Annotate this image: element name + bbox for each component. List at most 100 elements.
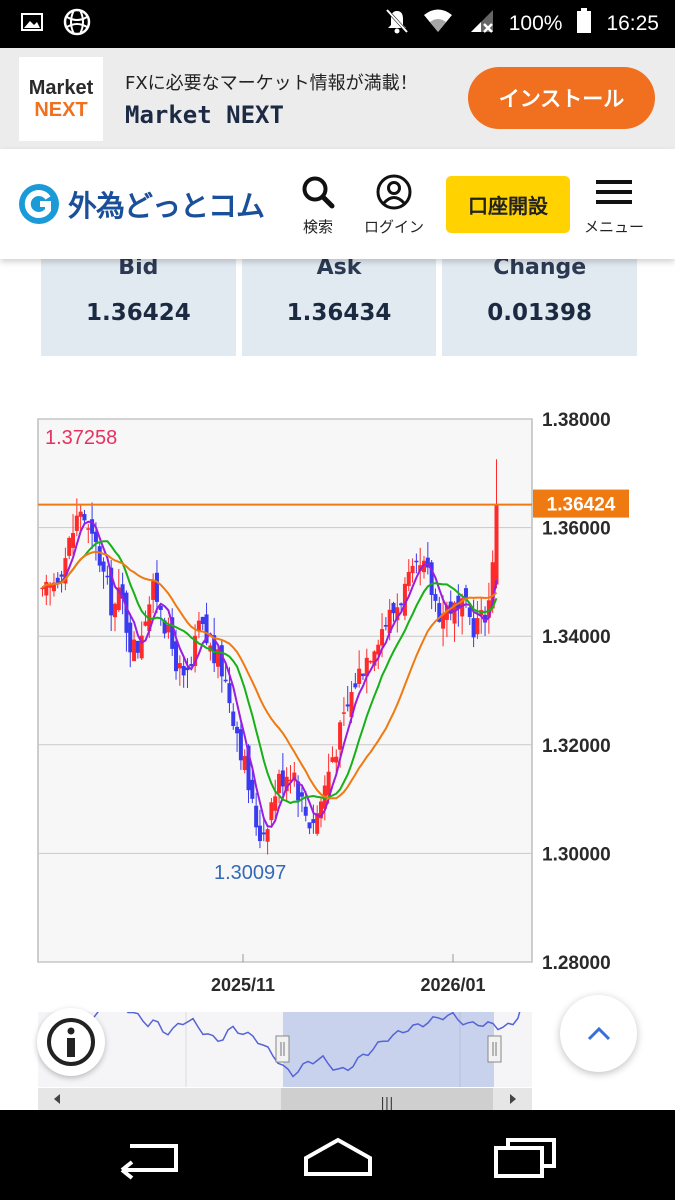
candle-up (494, 504, 499, 585)
user-icon (376, 174, 412, 210)
info-button[interactable] (37, 1008, 105, 1076)
candle-down (162, 620, 167, 634)
candle-down (353, 683, 358, 688)
ask-label: Ask (316, 255, 362, 280)
candle-up (71, 533, 76, 548)
candle-down (185, 667, 190, 671)
clock: 16:25 (606, 12, 659, 35)
quote-panel: Bid 1.36424 Ask 1.36434 Change 0.01398 (41, 255, 638, 356)
candle-down (120, 584, 125, 599)
candle-up (368, 660, 373, 663)
scrollbar-grip: ||| (380, 1096, 393, 1110)
ask-tile: Ask 1.36434 (241, 255, 437, 356)
candle-down (238, 729, 243, 761)
ad-text: FXに必要なマーケット情報が満載！ Market NEXT (125, 69, 418, 129)
candle-up (139, 635, 144, 659)
search-button[interactable]: 検索 (300, 174, 336, 237)
candle-down (128, 622, 133, 653)
candle-up (341, 712, 346, 714)
current-price-value: 1.36424 (547, 495, 616, 516)
site-logo[interactable]: 外為どっとコム (18, 183, 265, 225)
candle-up (78, 511, 83, 517)
candle-down (303, 806, 308, 816)
candle-down (345, 704, 350, 707)
hamburger-icon (596, 180, 632, 204)
candle-down (223, 679, 228, 682)
moving-average-mid (41, 540, 498, 805)
candle-up (151, 581, 156, 600)
candle-down (246, 745, 251, 791)
candle-down (189, 664, 194, 667)
site-header: 外為どっとコム 検索 ログイン 口座開設 メニュー (0, 149, 675, 259)
low-price-label: 1.30097 (214, 862, 286, 884)
candle-down (82, 514, 87, 521)
scrollbar-thumb[interactable] (281, 1088, 493, 1110)
scroll-left-icon[interactable] (54, 1094, 60, 1104)
high-price-label: 1.37258 (45, 427, 117, 449)
candle-down (471, 618, 476, 638)
recent-apps-icon[interactable] (492, 1134, 560, 1180)
candle-down (93, 531, 98, 543)
login-button[interactable]: ログイン (364, 174, 424, 237)
candle-up (349, 692, 354, 718)
back-icon[interactable] (116, 1134, 184, 1180)
ad-logo-line2: NEXT (34, 98, 88, 121)
candle-up (40, 587, 45, 590)
scroll-to-top-button[interactable] (560, 995, 637, 1072)
candle-up (284, 776, 289, 792)
bid-tile: Bid 1.36424 (41, 255, 236, 356)
candle-up (380, 629, 385, 646)
candle-up (74, 515, 79, 531)
install-button[interactable]: インストール (468, 67, 655, 129)
search-label: 検索 (302, 218, 333, 236)
open-account-button[interactable]: 口座開設 (446, 176, 570, 233)
moving-average-short (41, 520, 498, 828)
candle-down (124, 592, 129, 633)
ad-banner[interactable]: Market NEXT FXに必要なマーケット情報が満載！ Market NEX… (0, 48, 675, 149)
candle-down (204, 614, 209, 644)
change-tile: Change 0.01398 (442, 255, 638, 356)
ad-tagline: FXに必要なマーケット情報が満載！ (125, 72, 418, 94)
menu-label: メニュー (584, 218, 645, 236)
candle-down (135, 640, 140, 653)
price-chart[interactable]: 1.37258 1.30097 1.36424 1.38000 1.36000 1.… (0, 400, 675, 1000)
candle-up (265, 829, 270, 842)
candle-down (235, 726, 240, 734)
chart-plot-area (37, 418, 533, 963)
navigator-left-handle[interactable] (275, 1035, 290, 1063)
candle-down (296, 781, 301, 801)
chart-navigator[interactable] (38, 1012, 532, 1087)
candle-down (399, 603, 404, 606)
current-price-tag: 1.36424 (533, 489, 629, 518)
candle-down (174, 641, 179, 672)
candle-up (132, 639, 137, 662)
notifications-off-icon (385, 8, 409, 40)
candle-up (475, 618, 480, 635)
menu-button[interactable]: メニュー (584, 174, 644, 237)
chart-scrollbar[interactable]: ||| (38, 1088, 532, 1111)
candle-up (387, 609, 392, 633)
candle-up (376, 644, 381, 655)
candle-up (166, 625, 171, 633)
y-axis-tick-label: 1.38000 (542, 410, 611, 431)
battery-level: 100% (508, 12, 563, 35)
candle-up (330, 757, 335, 762)
candle-down (227, 683, 232, 704)
candle-down (437, 603, 442, 622)
navigator-right-handle[interactable] (487, 1035, 502, 1063)
candle-down (59, 574, 64, 577)
candle-up (242, 756, 247, 770)
navigator-selection[interactable] (283, 1012, 494, 1087)
home-icon[interactable] (300, 1134, 376, 1180)
candle-up (357, 668, 362, 684)
scroll-right-icon[interactable] (510, 1094, 516, 1104)
candle-down (55, 577, 60, 583)
candle-down (280, 770, 285, 787)
candle-down (299, 792, 304, 797)
candle-down (200, 616, 205, 624)
candle-up (44, 581, 49, 596)
candle-down (261, 832, 266, 835)
candle-up (215, 649, 220, 667)
moving-average-long (41, 550, 498, 800)
